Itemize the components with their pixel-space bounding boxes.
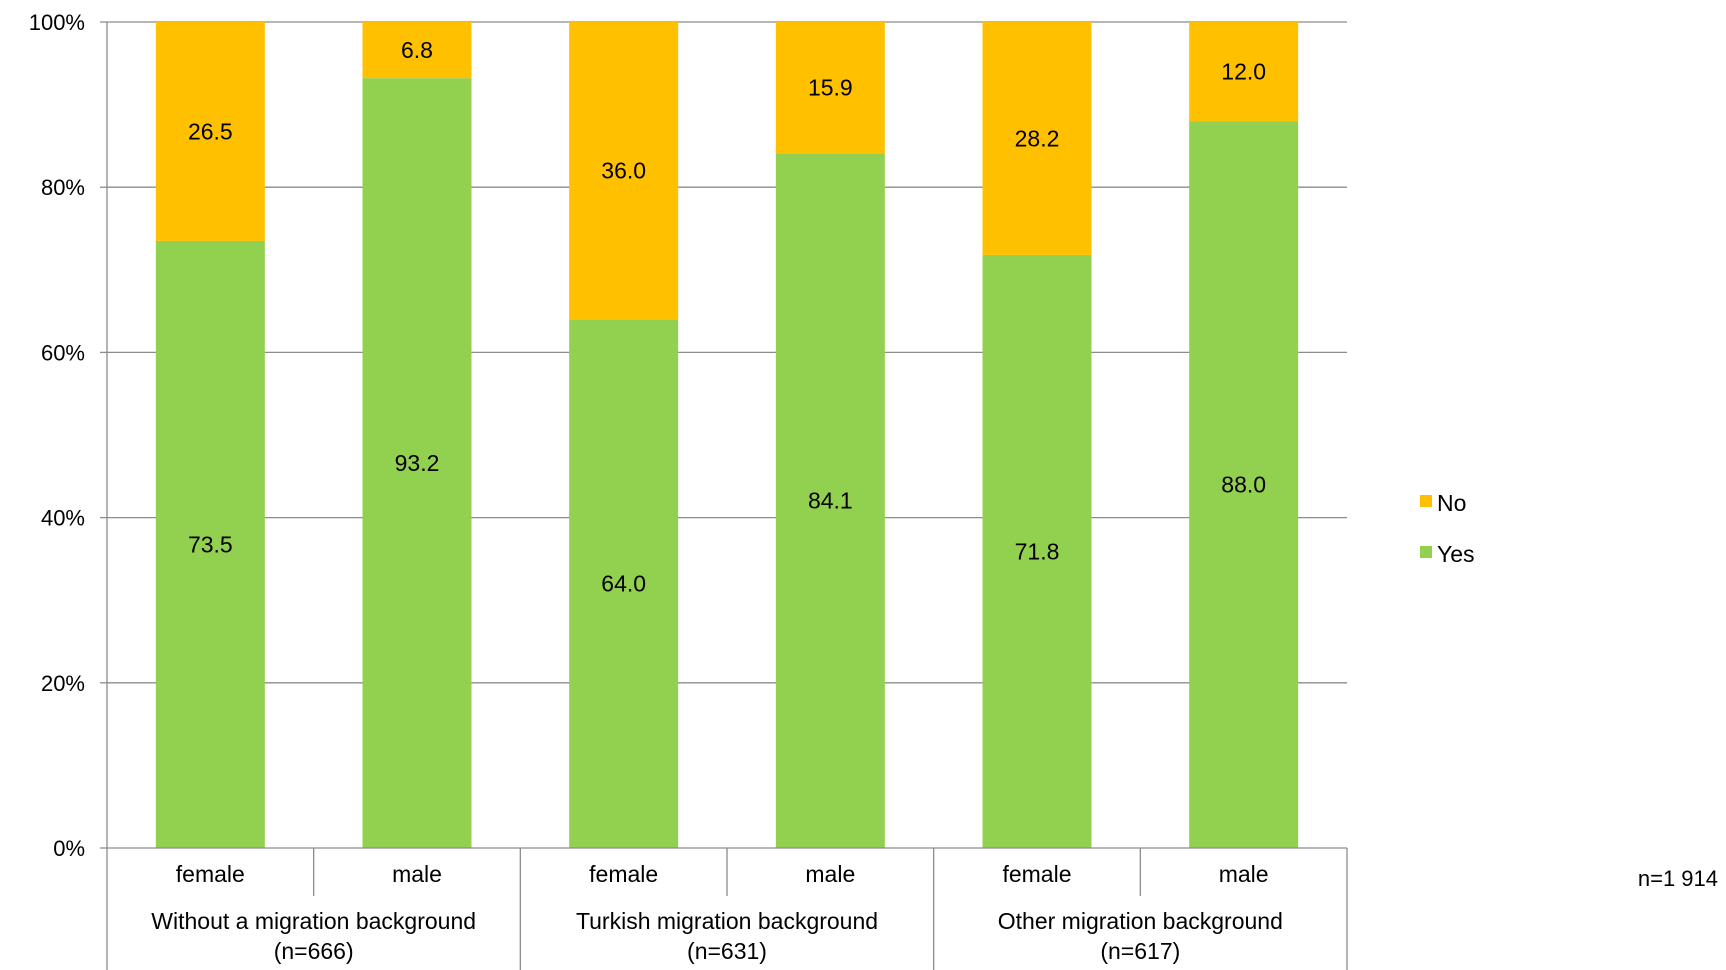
y-tick-labels: 0% 20% 40% 60% 80% 100% [29,10,85,861]
x-category-label: female [176,861,245,887]
x-category-label: female [1002,861,1071,887]
x-category-labels: female male female male female male Without a … [151,861,1283,964]
data-label-no: 28.2 [1015,125,1060,151]
data-label-yes: 93.2 [395,450,440,476]
legend-swatch-yes [1420,546,1432,558]
bar-segment-no [155,22,265,241]
y-tick-label: 20% [41,671,85,696]
legend-label-no: No [1437,490,1466,516]
bar-segment-yes [982,254,1092,848]
x-category-label: male [1219,861,1269,887]
bar-segment-yes [155,240,265,848]
data-label-no: 6.8 [401,37,433,63]
data-label-yes: 84.1 [808,488,853,514]
group-label: Turkish migration background [576,908,878,934]
legend-label-yes: Yes [1437,541,1475,567]
bar-segment-yes [1189,121,1299,849]
x-category-label: male [392,861,442,887]
group-n-label: (n=666) [274,938,354,964]
data-label-yes: 88.0 [1221,472,1266,498]
data-label-no: 15.9 [808,75,853,101]
x-category-label: male [805,861,855,887]
bar-segment-yes [362,78,472,849]
x-category-label: female [589,861,658,887]
y-tick-label: 60% [41,340,85,365]
bar-segment-yes [775,153,885,849]
axes [100,21,1348,970]
y-tick-label: 80% [41,175,85,200]
group-n-label: (n=617) [1100,938,1180,964]
bars [155,22,1299,849]
bar-segment-no [982,22,1092,255]
group-label: Without a migration background [151,908,476,934]
group-label: Other migration background [998,908,1283,934]
data-label-no: 12.0 [1221,59,1266,85]
y-tick-label: 100% [29,10,85,35]
y-tick-label: 0% [53,836,85,861]
group-n-label: (n=631) [687,938,767,964]
data-label-no: 36.0 [601,158,646,184]
y-tick-label: 40% [41,506,85,531]
bar-segment-yes [569,319,679,848]
bar-segment-no [1189,22,1299,122]
bar-segment-no [569,22,679,320]
data-label-yes: 71.8 [1015,538,1060,564]
data-label-yes: 64.0 [601,571,646,597]
sample-size-note: n=1 914 [1638,866,1718,891]
gridlines [107,21,1347,684]
bar-segment-no [775,22,885,154]
legend: No Yes [1420,490,1475,567]
data-labels: 73.5 26.5 93.2 6.8 64.0 36.0 84.1 15.9 71.8 28.2 8… [188,37,1266,597]
legend-swatch-no [1420,495,1432,507]
data-label-no: 26.5 [188,118,233,144]
bar-segment-no [362,22,472,79]
data-label-yes: 73.5 [188,531,233,557]
